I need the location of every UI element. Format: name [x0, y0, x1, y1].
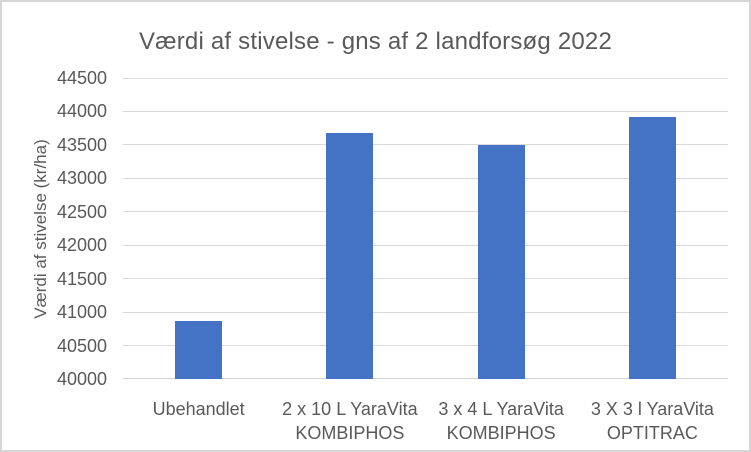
x-category-label: Ubehandlet: [113, 397, 284, 421]
bar-ubehandlet[interactable]: [175, 321, 223, 379]
gridline: [123, 311, 728, 313]
gridline: [123, 278, 728, 280]
y-tick-label: 42000: [56, 235, 107, 256]
bar-2-x-10-l-yaravita-kombiphos[interactable]: [326, 132, 374, 379]
y-tick-label: 42500: [56, 201, 107, 222]
x-category-label-line: 3 X 3 l YaraVita: [590, 399, 714, 419]
y-tick-label: 40500: [56, 335, 107, 356]
x-category-label-line: KOMBIPHOS: [295, 423, 405, 443]
x-axis-line: [123, 378, 728, 379]
y-tick-label: 43000: [56, 168, 107, 189]
y-tick-label: 44000: [56, 101, 107, 122]
y-tick-label: 43500: [56, 134, 107, 155]
x-category-label-line: 2 x 10 L YaraVita: [282, 399, 418, 419]
x-category-label: 3 X 3 l YaraVita OPTITRAC: [567, 397, 738, 445]
x-category-label: 3 x 4 L YaraVita KOMBIPHOS: [416, 397, 587, 445]
y-tick-label: 44500: [56, 68, 107, 88]
gridline: [123, 177, 728, 179]
gridline: [123, 77, 728, 79]
gridline: [123, 244, 728, 246]
x-category-label-line: OPTITRAC: [606, 423, 698, 443]
plot-area: [123, 77, 728, 379]
y-axis-title: Værdi af stivelse (kr/ha): [31, 139, 50, 319]
chart-title: Værdi af stivelse - gns af 2 landforsøg …: [138, 28, 613, 55]
x-category-label-line: KOMBIPHOS: [446, 423, 556, 443]
x-category-label-line: Ubehandlet: [152, 399, 245, 419]
y-tick-label: 41000: [56, 302, 107, 323]
bar-3-x-4-l-yaravita-kombiphos[interactable]: [477, 144, 525, 379]
x-category-label: 2 x 10 L YaraVita KOMBIPHOS: [264, 397, 435, 445]
gridline: [123, 345, 728, 347]
y-tick-label: 40000: [56, 369, 107, 389]
gridline: [123, 110, 728, 112]
gridline: [123, 211, 728, 213]
y-tick-label: 41500: [56, 268, 107, 289]
x-category-label-line: 3 x 4 L YaraVita: [438, 399, 564, 419]
gridline: [123, 144, 728, 146]
bar-3-x-3-l-yaravita-optitrac[interactable]: [628, 116, 676, 379]
